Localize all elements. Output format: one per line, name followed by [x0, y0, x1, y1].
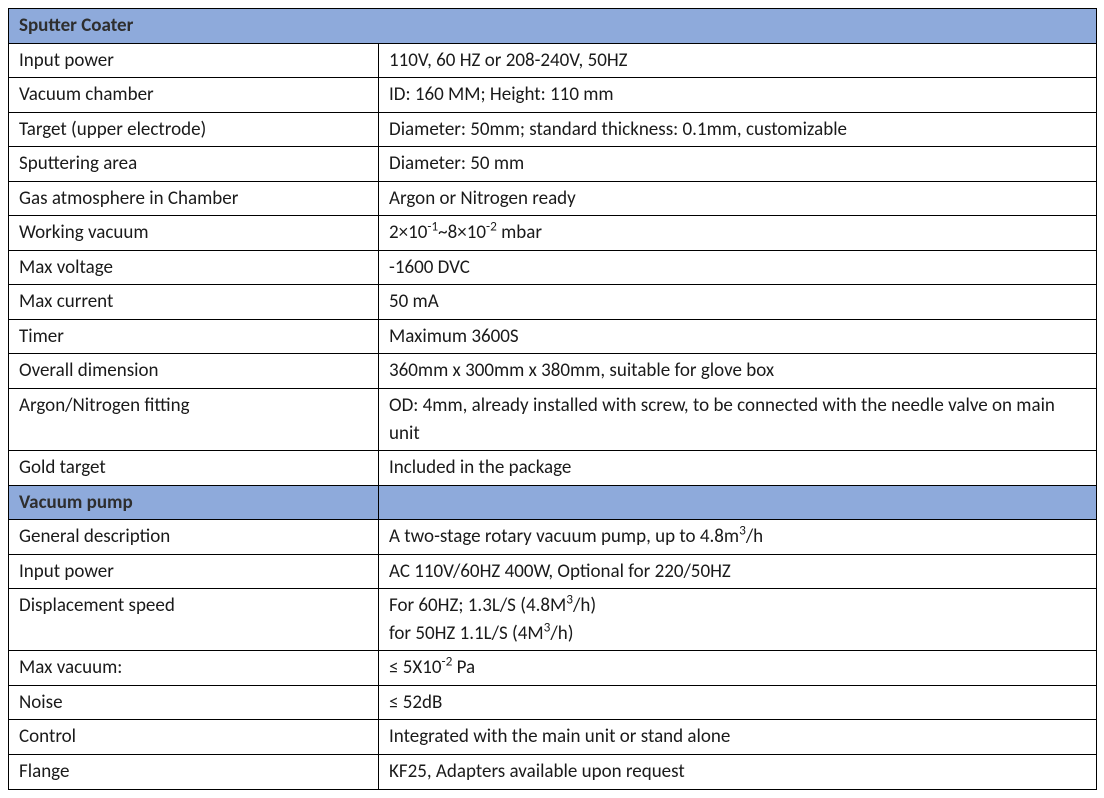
spec-label: Max voltage [9, 250, 379, 285]
spec-label: Working vacuum [9, 216, 379, 251]
spec-value: ≤ 5X10-2 Pa [379, 651, 1097, 686]
spec-value: 2×10-1~8×10-2 mbar [379, 216, 1097, 251]
spec-label: Sputtering area [9, 147, 379, 182]
table-row: Max voltage-1600 DVC [9, 250, 1097, 285]
table-row: General descriptionA two-stage rotary va… [9, 520, 1097, 555]
spec-label: Gas atmosphere in Chamber [9, 181, 379, 216]
spec-value: ≤ 52dB [379, 685, 1097, 720]
table-row: Max current50 mA [9, 285, 1097, 320]
table-row: FlangeKF25, Adapters available upon requ… [9, 755, 1097, 790]
table-row: Displacement speedFor 60HZ; 1.3L/S (4.8M… [9, 589, 1097, 651]
spec-label: Flange [9, 755, 379, 790]
spec-value: Integrated with the main unit or stand a… [379, 720, 1097, 755]
table-row: TimerMaximum 3600S [9, 319, 1097, 354]
table-row: Max vacuum:≤ 5X10-2 Pa [9, 651, 1097, 686]
table-row: Gold targetIncluded in the package [9, 451, 1097, 486]
spec-value: Argon or Nitrogen ready [379, 181, 1097, 216]
spec-value: AC 110V/60HZ 400W, Optional for 220/50HZ [379, 554, 1097, 589]
spec-label: General description [9, 520, 379, 555]
table-row: Input power110V, 60 HZ or 208-240V, 50HZ [9, 43, 1097, 78]
table-row: Gas atmosphere in ChamberArgon or Nitrog… [9, 181, 1097, 216]
spec-value: Diameter: 50 mm [379, 147, 1097, 182]
table-row: Input powerAC 110V/60HZ 400W, Optional f… [9, 554, 1097, 589]
spec-value: ID: 160 MM; Height: 110 mm [379, 78, 1097, 113]
spec-label: Overall dimension [9, 354, 379, 389]
spec-value: Maximum 3600S [379, 319, 1097, 354]
section-title: Vacuum pump [9, 485, 379, 520]
spec-value: 360mm x 300mm x 380mm, suitable for glov… [379, 354, 1097, 389]
table-row: Vacuum chamberID: 160 MM; Height: 110 mm [9, 78, 1097, 113]
spec-label: Input power [9, 554, 379, 589]
spec-table: Sputter CoaterInput power110V, 60 HZ or … [8, 8, 1097, 790]
spec-label: Max vacuum: [9, 651, 379, 686]
spec-label: Vacuum chamber [9, 78, 379, 113]
spec-value: Included in the package [379, 451, 1097, 486]
spec-value: 110V, 60 HZ or 208-240V, 50HZ [379, 43, 1097, 78]
table-row: Target (upper electrode)Diameter: 50mm; … [9, 112, 1097, 147]
spec-value: Diameter: 50mm; standard thickness: 0.1m… [379, 112, 1097, 147]
spec-label: Timer [9, 319, 379, 354]
table-row: Sputtering areaDiameter: 50 mm [9, 147, 1097, 182]
spec-value: 50 mA [379, 285, 1097, 320]
spec-value: KF25, Adapters available upon request [379, 755, 1097, 790]
spec-label: Noise [9, 685, 379, 720]
spec-label: Gold target [9, 451, 379, 486]
spec-label: Input power [9, 43, 379, 78]
spec-label: Control [9, 720, 379, 755]
table-row: Working vacuum2×10-1~8×10-2 mbar [9, 216, 1097, 251]
spec-value: -1600 DVC [379, 250, 1097, 285]
spec-label: Displacement speed [9, 589, 379, 651]
table-row: Argon/Nitrogen fittingOD: 4mm, already i… [9, 389, 1097, 451]
spec-value: A two-stage rotary vacuum pump, up to 4.… [379, 520, 1097, 555]
section-header-0: Sputter Coater [9, 9, 1097, 44]
table-row: ControlIntegrated with the main unit or … [9, 720, 1097, 755]
section-title: Sputter Coater [9, 9, 1097, 44]
section-header-1: Vacuum pump [9, 485, 1097, 520]
spec-value: For 60HZ; 1.3L/S (4.8M3/h)for 50HZ 1.1L/… [379, 589, 1097, 651]
spec-label: Argon/Nitrogen fitting [9, 389, 379, 451]
spec-label: Max current [9, 285, 379, 320]
table-row: Noise≤ 52dB [9, 685, 1097, 720]
spec-value: OD: 4mm, already installed with screw, t… [379, 389, 1097, 451]
spec-label: Target (upper electrode) [9, 112, 379, 147]
section-header-empty [379, 485, 1097, 520]
table-row: Overall dimension360mm x 300mm x 380mm, … [9, 354, 1097, 389]
